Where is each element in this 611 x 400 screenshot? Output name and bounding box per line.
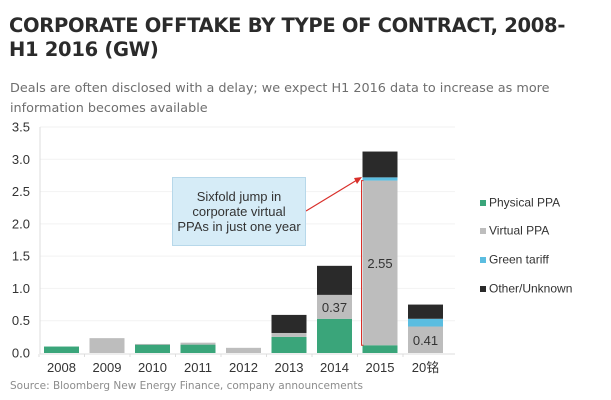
bar-segment-physical-ppa-2015 <box>362 345 398 353</box>
y-tick-label: 0.0 <box>12 346 30 361</box>
chart-subtitle: Deals are often disclosed with a delay; … <box>10 79 600 119</box>
bar-segment-other-unknown-2014 <box>317 265 352 295</box>
y-tick-label: 3.0 <box>12 152 30 167</box>
y-tick-label: 2.5 <box>12 184 30 199</box>
x-tick-label: 2011 <box>184 360 212 375</box>
x-tick-label: 2013 <box>275 360 304 375</box>
legend-swatch <box>480 228 486 234</box>
bar-segment-physical-ppa-2014 <box>317 318 352 353</box>
y-tick-label: 3.5 <box>12 120 30 135</box>
legend-swatch <box>480 286 486 292</box>
x-tick-label: 2009 <box>93 360 122 375</box>
x-tick-label: 2014 <box>320 360 349 375</box>
legend-label: Green tariff <box>489 253 549 267</box>
source-note: Source: Bloomberg New Energy Finance, co… <box>10 380 363 392</box>
data-labels: 0.37 2.55 0.41 <box>322 256 438 348</box>
y-tick-label: 0.5 <box>12 313 30 328</box>
bar-segment-virtual-ppa-20铭 <box>408 326 443 353</box>
x-axis-ticks: 2008 2009 2010 2011 2012 2013 2014 2015 20铭 <box>38 354 439 375</box>
x-tick-label: 20铭 <box>412 360 439 375</box>
legend: Physical PPA Virtual PPA Green tariff Other… <box>480 196 572 296</box>
chart-title-line-2: H1 2016 (GW) <box>9 38 159 61</box>
x-tick-label: 2010 <box>138 360 167 375</box>
y-axis-ticks: 0.0 0.5 1.0 1.5 2.0 2.5 3.0 3.5 <box>12 120 30 361</box>
bar-segment-virtual-ppa-2011 <box>180 342 216 345</box>
y-tick-label: 1.5 <box>12 249 30 264</box>
bar-segment-green-tariff-20铭 <box>408 318 443 327</box>
bar-segment-physical-ppa-2008 <box>44 346 79 353</box>
bar-segment-virtual-ppa-2013 <box>271 332 307 337</box>
bar-segment-green-tariff-2015 <box>362 177 398 181</box>
chart-title: CORPORATE OFFTAKE BY TYPE OF CONTRACT, 2… <box>9 14 599 62</box>
bar-segment-virtual-ppa-2010 <box>135 343 170 345</box>
y-tick-label: 2.0 <box>12 216 30 231</box>
bar-segment-other-unknown-2015 <box>362 151 398 178</box>
data-label: 0.37 <box>322 300 347 315</box>
bar-segment-physical-ppa-2011 <box>180 344 216 353</box>
bar-segment-virtual-ppa-2014 <box>317 294 352 319</box>
annotation-callout: Sixfold jump in corporate virtual PPAs i… <box>172 177 306 246</box>
arrow-head <box>354 177 362 184</box>
x-tick-label: 2012 <box>229 360 258 375</box>
bars <box>44 151 443 353</box>
annotation-arrow <box>305 177 364 346</box>
data-label: 2.55 <box>367 256 392 271</box>
legend-label: Physical PPA <box>489 196 560 210</box>
legend-label: Virtual PPA <box>489 224 549 238</box>
chart-subtitle-line-2: information becomes available <box>10 101 208 116</box>
legend-swatch <box>480 257 486 263</box>
bar-segment-other-unknown-20铭 <box>408 304 443 319</box>
bar-segment-other-unknown-2013 <box>271 314 307 333</box>
bar-segment-virtual-ppa-2012 <box>226 347 261 353</box>
legend-label: Other/Unknown <box>489 282 572 296</box>
chart-subtitle-line-1: Deals are often disclosed with a delay; … <box>10 81 550 96</box>
bar-segment-virtual-ppa-2015 <box>362 180 398 346</box>
y-tick-label: 1.0 <box>12 281 30 296</box>
bar-segment-physical-ppa-2010 <box>135 344 170 353</box>
x-tick-label: 2008 <box>47 360 76 375</box>
legend-swatch <box>480 200 486 206</box>
chart-title-line-1: CORPORATE OFFTAKE BY TYPE OF CONTRACT, 2… <box>9 14 566 37</box>
arrow-line <box>305 179 358 212</box>
annotation-bracket <box>361 180 364 346</box>
bar-segment-physical-ppa-2013 <box>271 336 307 353</box>
data-label: 0.41 <box>413 333 438 348</box>
x-tick-label: 2015 <box>366 360 395 375</box>
bar-segment-virtual-ppa-2009 <box>89 338 125 353</box>
